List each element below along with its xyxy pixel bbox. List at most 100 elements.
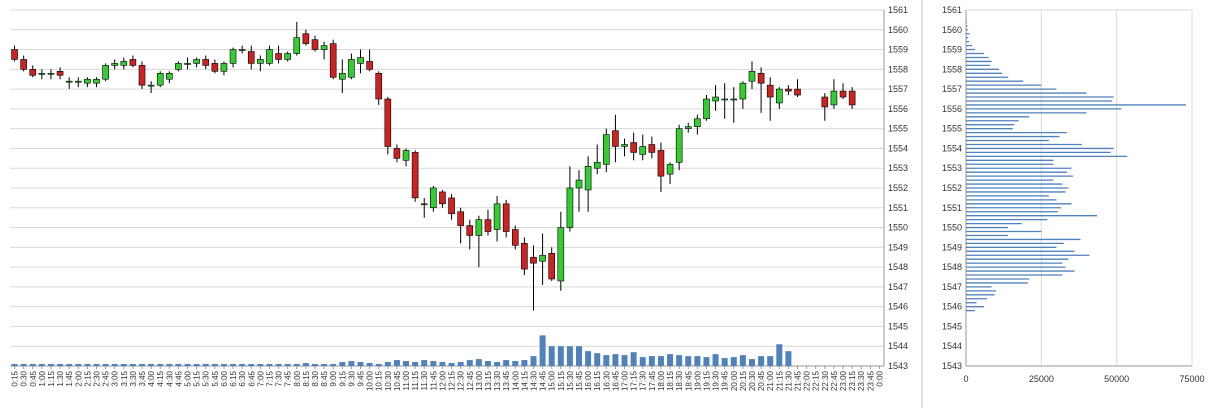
profile-y-tick-label: 1556 [942, 104, 962, 114]
profile-y-tick-label: 1548 [942, 262, 962, 272]
candle-body [147, 84, 155, 87]
volume-bar [239, 364, 246, 366]
volume-bar [211, 364, 218, 366]
volume-bar [730, 357, 737, 366]
volume-bar [38, 364, 45, 366]
candle-body [821, 96, 829, 108]
time-tick-label: 3:15 [120, 370, 129, 386]
volume-bar [302, 363, 309, 366]
volume-bar [266, 364, 273, 366]
volume-bar [503, 360, 510, 366]
volume-bar [566, 346, 573, 366]
volume-bar [339, 362, 346, 366]
time-tick-label: 19:15 [702, 370, 711, 391]
volume-bar [685, 356, 692, 366]
price-tick-label: 1554 [888, 143, 908, 153]
time-tick-label: 20:15 [739, 370, 748, 391]
time-tick-label: 12:15 [448, 370, 457, 391]
time-tick-label: 6:45 [247, 370, 256, 386]
volume-bar [202, 364, 209, 366]
volume-bar [284, 364, 291, 366]
candle-body [694, 118, 701, 127]
candle-body [439, 191, 446, 205]
price-tick-label: 1545 [888, 321, 908, 331]
candle-body [475, 219, 483, 236]
price-tick-label: 1561 [888, 5, 908, 15]
volume-bar [585, 351, 592, 366]
time-tick-label: 8:15 [302, 370, 311, 386]
time-tick-label: 19:00 [693, 370, 702, 391]
time-tick-label: 23:30 [857, 370, 866, 391]
time-tick-label: 13:00 [475, 370, 484, 391]
time-tick-label: 2:00 [74, 370, 83, 386]
volume-bar [330, 364, 337, 366]
time-tick-label: 22:30 [821, 370, 830, 391]
time-tick-label: 17:00 [621, 370, 630, 391]
volume-bar [594, 353, 601, 366]
candle-body [184, 63, 191, 65]
candle-body [776, 88, 783, 104]
candle-body [74, 80, 82, 83]
time-tick-label: 17:30 [639, 370, 648, 391]
volume-bar [430, 361, 437, 366]
volume-bar [603, 355, 610, 366]
candle-body [166, 72, 173, 80]
volume-bar [512, 361, 519, 366]
volume-bar [530, 356, 537, 366]
candle-body [38, 72, 46, 75]
price-tick-label: 1549 [888, 242, 908, 252]
profile-y-tick-label: 1557 [942, 84, 962, 94]
candle-body [348, 59, 355, 78]
volume-bar [57, 364, 64, 366]
candle-body [411, 152, 419, 199]
time-tick-label: 6:00 [220, 370, 229, 386]
volume-bar [612, 354, 619, 366]
time-tick-label: 12:00 [438, 370, 447, 391]
time-tick-label: 10:15 [375, 370, 384, 391]
volume-bar [47, 364, 54, 366]
volume-bar [639, 357, 646, 366]
time-tick-label: 22:15 [812, 370, 821, 391]
volume-bar [739, 355, 746, 366]
time-tick-label: 13:45 [502, 370, 511, 391]
candle-body [612, 130, 619, 147]
candle-body [548, 252, 555, 280]
volume-bar [157, 364, 164, 366]
candle-body [730, 98, 738, 101]
candle-body [848, 90, 856, 106]
volume-bar [111, 364, 118, 366]
volume-bar [139, 364, 146, 366]
candle-body [420, 203, 428, 206]
time-tick-label: 5:45 [211, 370, 220, 386]
candle-body [557, 227, 565, 282]
time-tick-label: 12:45 [466, 370, 475, 391]
time-tick-label: 0:15 [11, 370, 20, 386]
profile-y-tick-label: 1559 [942, 45, 962, 55]
time-tick-label: 14:00 [511, 370, 520, 391]
time-tick-label: 18:15 [666, 370, 675, 391]
time-tick-label: 3:00 [111, 370, 120, 386]
volume-bar [75, 364, 82, 366]
candle-body [630, 142, 637, 153]
time-tick-label: 18:00 [657, 370, 666, 391]
volume-bar [521, 360, 528, 366]
time-tick-label: 10:30 [384, 370, 393, 391]
profile-y-tick-label: 1555 [942, 124, 962, 134]
time-tick-label: 14:30 [529, 370, 538, 391]
price-tick-label: 1543 [888, 361, 908, 371]
candle-body [129, 59, 137, 66]
volume-bar [357, 362, 364, 366]
profile-y-tick-label: 1552 [942, 183, 962, 193]
candle-body [530, 256, 537, 264]
candle-body [684, 126, 692, 129]
candle-body [511, 229, 519, 246]
candle-body [539, 254, 546, 262]
candle-body [329, 43, 337, 78]
time-tick-label: 9:30 [347, 370, 356, 386]
time-tick-label: 4:00 [147, 370, 156, 386]
time-tick-label: 23:45 [866, 370, 875, 391]
time-tick-label: 16:30 [602, 370, 611, 391]
candle-body [311, 39, 319, 50]
